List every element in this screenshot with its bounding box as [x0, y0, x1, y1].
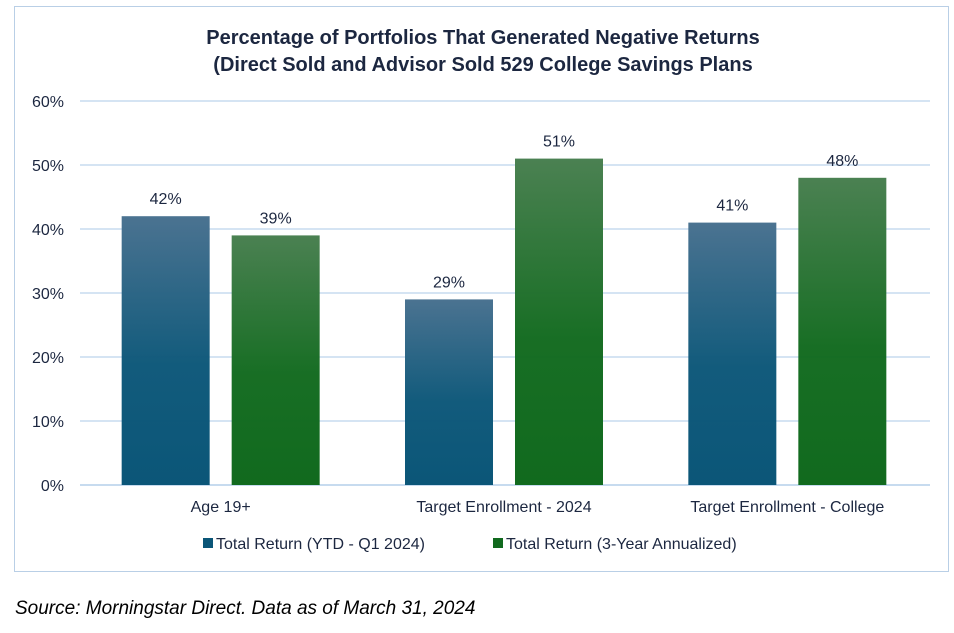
- legend-swatch: [493, 538, 503, 548]
- legend-swatch: [203, 538, 213, 548]
- data-label: 41%: [716, 198, 748, 215]
- y-tick-label: 0%: [41, 478, 64, 495]
- bar: [798, 177, 887, 486]
- y-tick-label: 50%: [32, 158, 64, 175]
- x-tick-label: Age 19+: [191, 499, 251, 516]
- data-label: 42%: [150, 191, 182, 208]
- y-tick-label: 10%: [32, 414, 64, 431]
- y-tick-label: 60%: [32, 94, 64, 111]
- legend-label: Total Return (3-Year Annualized): [506, 536, 737, 553]
- legend-label: Total Return (YTD - Q1 2024): [216, 536, 425, 553]
- x-tick-label: Target Enrollment - College: [690, 499, 884, 516]
- bar: [231, 235, 320, 485]
- data-label: 51%: [543, 134, 575, 151]
- bar: [405, 299, 493, 485]
- data-label: 29%: [433, 274, 465, 291]
- y-tick-label: 40%: [32, 222, 64, 239]
- data-label: 48%: [826, 153, 858, 170]
- chart-title-line-1: Percentage of Portfolios That Generated …: [206, 27, 759, 49]
- bar: [121, 216, 210, 485]
- source-note: Source: Morningstar Direct. Data as of M…: [15, 598, 476, 619]
- bar: [515, 158, 603, 485]
- chart-frame: [14, 6, 949, 572]
- bar: [688, 222, 777, 485]
- chart-title-line-2: (Direct Sold and Advisor Sold 529 Colleg…: [213, 54, 752, 76]
- data-label: 39%: [260, 210, 292, 227]
- y-tick-label: 30%: [32, 286, 64, 303]
- x-tick-label: Target Enrollment - 2024: [416, 499, 591, 516]
- y-tick-label: 20%: [32, 350, 64, 367]
